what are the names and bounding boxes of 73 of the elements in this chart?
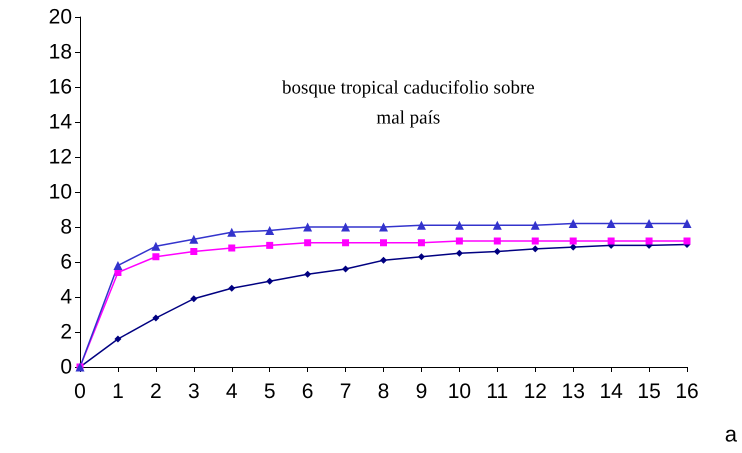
- point: [342, 266, 350, 272]
- x-tick-label: 6: [302, 380, 314, 403]
- annotation: bosque tropical caducifolio sobre mal país: [282, 78, 535, 128]
- x-tick-label: 15: [637, 380, 661, 403]
- point: [227, 228, 236, 237]
- y-tick-label: 2: [60, 320, 72, 344]
- point: [113, 261, 122, 270]
- x-tick-label: 1: [112, 380, 124, 403]
- point: [189, 234, 198, 244]
- point: [682, 219, 692, 228]
- point: [492, 220, 502, 230]
- point: [190, 248, 198, 255]
- y-tick-label: 10: [48, 180, 72, 204]
- y-tick-label: 0: [60, 356, 72, 378]
- point: [684, 238, 690, 244]
- point: [418, 253, 425, 260]
- point: [418, 239, 425, 246]
- y-tick-label: 16: [48, 76, 72, 98]
- point: [456, 250, 463, 257]
- point: [228, 284, 236, 292]
- point: [380, 239, 387, 246]
- point: [644, 219, 654, 228]
- point: [532, 238, 539, 244]
- point: [341, 222, 350, 232]
- point: [454, 220, 464, 230]
- x-tick-label: 7: [340, 380, 352, 403]
- point: [494, 238, 501, 244]
- y-tick-label: 20: [48, 6, 72, 28]
- y-tick-label: 12: [48, 146, 72, 168]
- x-tick-label: 9: [416, 380, 428, 403]
- point: [266, 242, 274, 249]
- point: [646, 238, 653, 244]
- y-tick-label: 14: [48, 110, 72, 134]
- point: [379, 222, 388, 232]
- point: [570, 238, 577, 244]
- x-tick-label: 5: [264, 380, 276, 403]
- text: a: [724, 422, 738, 446]
- point: [304, 270, 312, 278]
- point: [342, 239, 350, 246]
- point: [266, 278, 274, 285]
- x-tick-label: 8: [378, 380, 390, 403]
- point: [416, 220, 426, 230]
- point: [380, 256, 387, 264]
- point: [606, 219, 616, 228]
- point: [190, 295, 198, 302]
- point: [456, 238, 463, 244]
- x-tick-label: 11: [486, 380, 508, 403]
- point: [151, 242, 160, 251]
- point: [152, 253, 160, 260]
- point: [228, 244, 236, 252]
- point: [303, 222, 312, 232]
- point: [494, 248, 501, 255]
- point: [568, 219, 578, 228]
- point: [608, 238, 615, 244]
- point: [152, 314, 160, 322]
- y-tick-label: 6: [60, 250, 72, 274]
- x-tick-label: 3: [188, 380, 200, 403]
- point: [114, 336, 122, 342]
- x-tick-label: 12: [524, 380, 547, 403]
- point: [530, 220, 540, 230]
- point: [304, 239, 312, 246]
- x-tick-label: 4: [226, 380, 238, 403]
- point: [570, 244, 577, 251]
- x-tick-label: 13: [562, 380, 585, 403]
- point: [532, 245, 539, 252]
- y-tick-label: 18: [48, 40, 72, 64]
- x-tick-label: 10: [448, 380, 472, 403]
- x-tick-label: 2: [150, 380, 162, 403]
- x-tick-label: 16: [675, 380, 699, 403]
- y-tick-label: 8: [60, 216, 72, 238]
- y-tick-label: 4: [60, 286, 72, 308]
- x-tick-label: 14: [599, 380, 624, 403]
- point: [265, 226, 274, 235]
